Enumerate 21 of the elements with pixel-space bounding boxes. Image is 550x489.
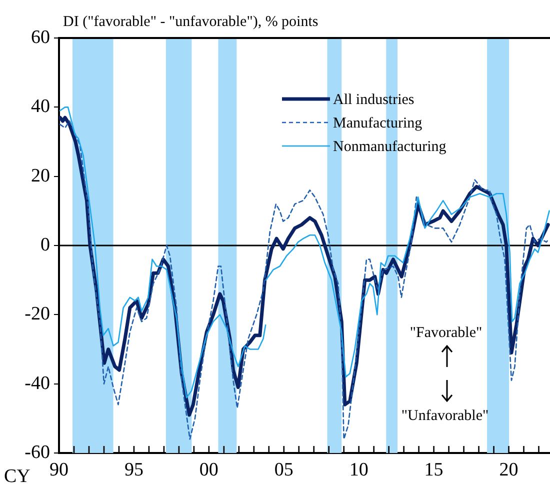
annotation: "Unfavorable"	[401, 408, 489, 424]
x-tick-label: 95	[124, 459, 144, 480]
y-axis-title: DI ("favorable" - "unfavorable"), % points	[63, 14, 318, 30]
legend-label: Nonmanufacturing	[333, 138, 447, 155]
legend-label: Manufacturing	[333, 115, 423, 132]
y-tick-label: -40	[24, 372, 50, 394]
y-tick-label: 0	[40, 234, 50, 256]
x-tick-label: 05	[274, 459, 294, 480]
x-tick-label: 20	[499, 459, 518, 480]
x-tick-label: 15	[424, 459, 444, 480]
y-tick-label: 20	[31, 165, 50, 186]
y-tick-label: -60	[24, 442, 50, 463]
y-tick-label: 60	[31, 26, 50, 48]
annotation: "Favorable"	[410, 325, 482, 341]
y-tick-label: -20	[24, 304, 50, 325]
x-tick-label: 90	[50, 459, 68, 480]
x-tick-label: 00	[199, 459, 218, 480]
x-axis-title: CY	[4, 466, 31, 487]
y-tick-label: 40	[31, 96, 50, 118]
legend-label: All industries	[333, 92, 414, 108]
x-tick-label: 10	[349, 459, 368, 480]
